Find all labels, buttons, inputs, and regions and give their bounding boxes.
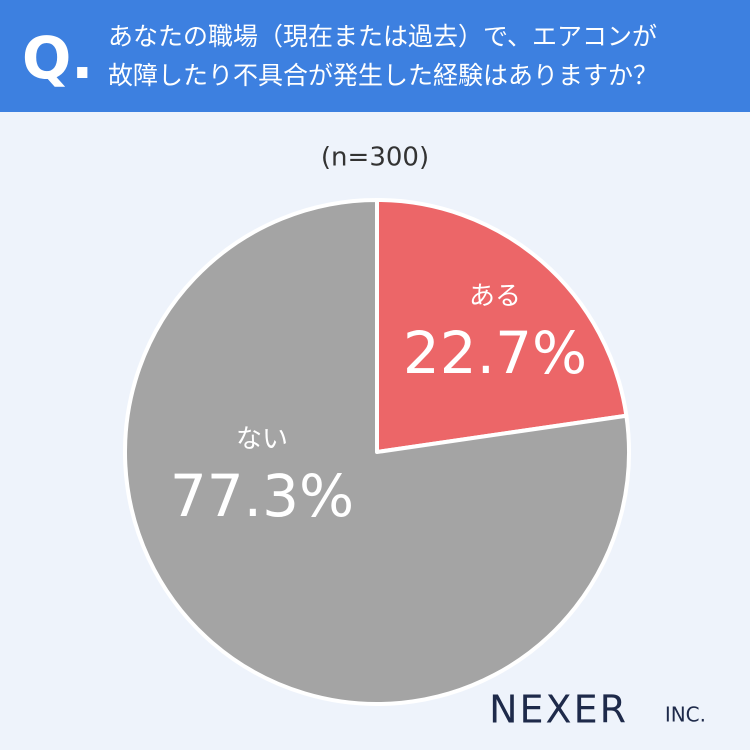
pie-slice xyxy=(123,198,631,706)
value-label: 77.3% xyxy=(170,462,354,530)
logo: NEXER xyxy=(489,688,628,732)
header xyxy=(0,0,750,112)
pie-slice xyxy=(375,198,629,454)
title-line: 故障したり不具合が発生した経験はありますか？ xyxy=(108,61,658,90)
value-label: 22.7% xyxy=(403,319,587,387)
pie: ある 22.7% ない 77.3% xyxy=(123,198,631,706)
question-mark: Q. xyxy=(22,24,93,92)
logo-suffix: INC. xyxy=(665,703,706,727)
category-label: ある xyxy=(469,282,521,312)
subtitle: (n=300) xyxy=(321,143,429,173)
category-label: ない xyxy=(236,425,288,455)
title-line: あなたの職場（現在または過去）で、エアコンが xyxy=(108,22,657,51)
